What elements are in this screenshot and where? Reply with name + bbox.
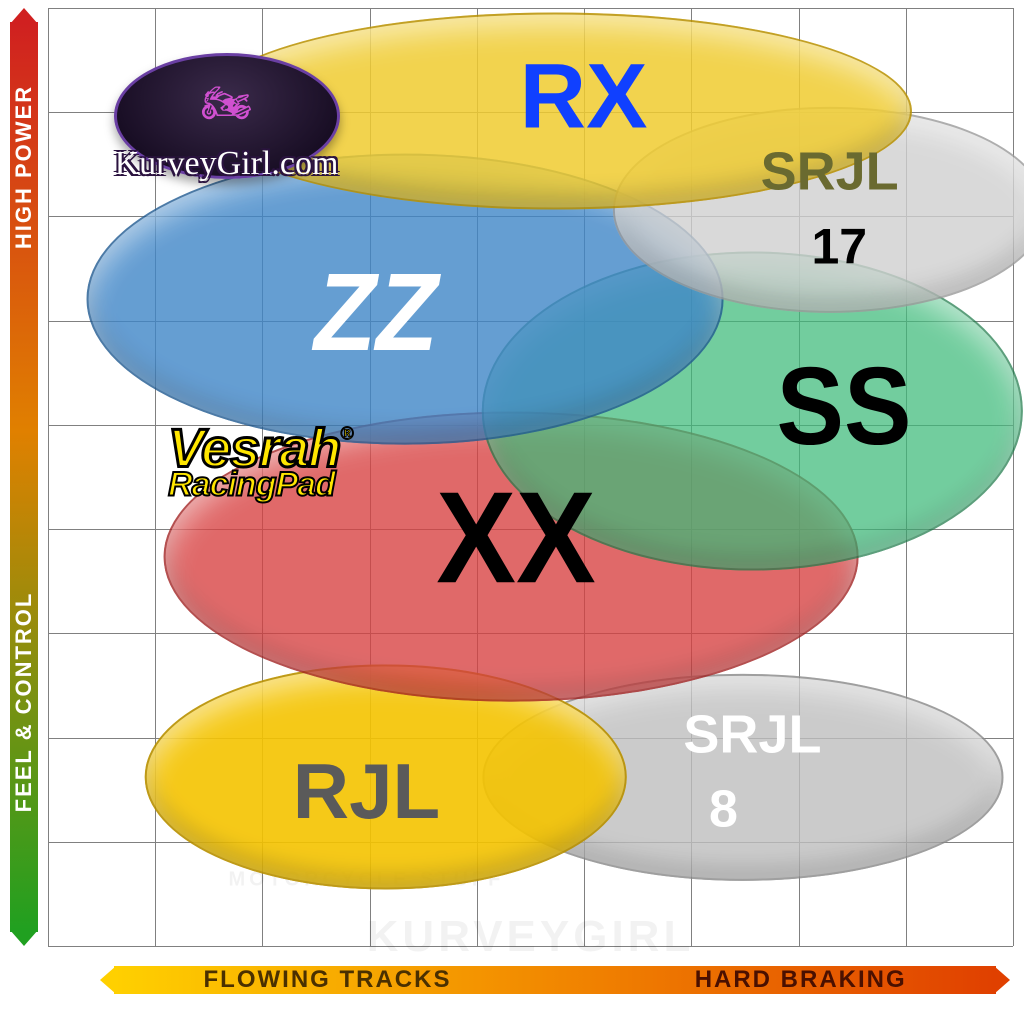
pad-label: RJL: [293, 754, 440, 828]
motorcycle-icon: 🏍: [201, 80, 252, 127]
y-axis-label: FEEL & CONTROL: [11, 592, 37, 813]
y-axis-label: HIGH POWER: [11, 85, 37, 249]
gridline-h: [48, 8, 1013, 9]
x-axis-label: HARD BRAKING: [695, 966, 907, 994]
pad-label: ZZ: [314, 261, 438, 366]
pad-label: RX: [520, 53, 648, 140]
watermark-text: KURVEYGIRL: [367, 912, 695, 962]
x-axis-label: FLOWING TRACKS: [204, 966, 452, 994]
kurveygirl-logo: 🏍KurveyGirl.com: [114, 53, 340, 179]
pad-label: SS: [777, 354, 912, 459]
pad-label: SRJL: [761, 146, 899, 197]
pad-label: XX: [436, 476, 596, 600]
x-axis-track-type: FLOWING TRACKS HARD BRAKING: [100, 966, 1010, 994]
y-axis-power-feel: HIGH POWER FEEL & CONTROL: [10, 8, 38, 946]
pad-label: 17: [811, 223, 867, 271]
kurveygirl-logo-text: KurveyGirl.com: [115, 145, 339, 183]
gridline-v: [1013, 8, 1014, 946]
pad-label: SRJL: [683, 709, 821, 760]
gridline-v: [48, 8, 49, 946]
pad-label: 8: [709, 785, 738, 834]
vesrah-logo: Vesrah®RacingPad: [168, 427, 352, 500]
